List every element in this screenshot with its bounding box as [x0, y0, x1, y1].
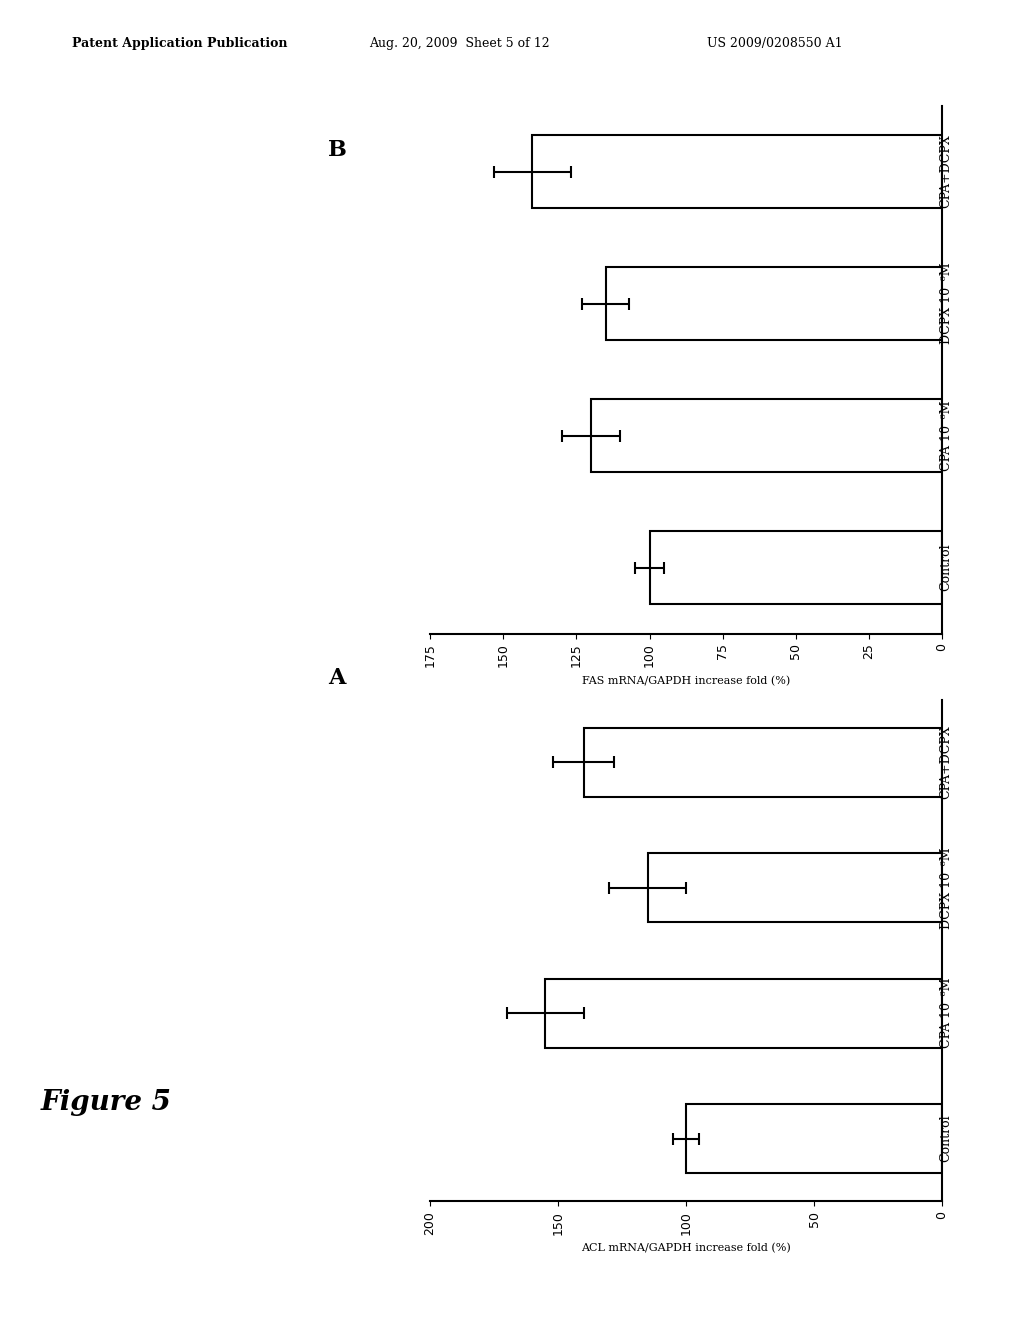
Text: US 2009/0208550 A1: US 2009/0208550 A1	[707, 37, 842, 50]
Text: A: A	[328, 667, 345, 689]
Bar	[605, 267, 942, 339]
Bar	[649, 532, 942, 605]
Bar	[545, 978, 942, 1048]
Text: Aug. 20, 2009  Sheet 5 of 12: Aug. 20, 2009 Sheet 5 of 12	[369, 37, 549, 50]
X-axis label: ACL mRNA/GAPDH increase fold (%): ACL mRNA/GAPDH increase fold (%)	[582, 1243, 791, 1254]
Bar	[686, 1104, 942, 1173]
Text: B: B	[328, 139, 346, 161]
Bar	[591, 399, 942, 471]
Text: Patent Application Publication: Patent Application Publication	[72, 37, 287, 50]
Bar	[584, 727, 942, 797]
Text: Figure 5: Figure 5	[41, 1089, 172, 1115]
X-axis label: FAS mRNA/GAPDH increase fold (%): FAS mRNA/GAPDH increase fold (%)	[582, 676, 791, 686]
Bar	[532, 135, 942, 207]
Bar	[647, 853, 942, 923]
